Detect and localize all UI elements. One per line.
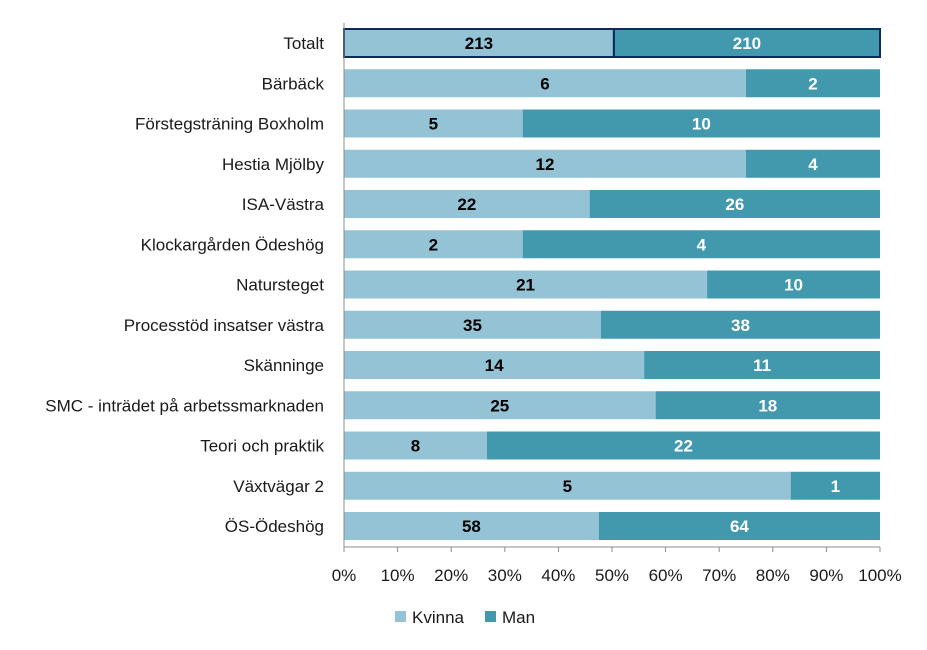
legend-swatch: [485, 611, 496, 622]
bar-segment-man: [589, 190, 880, 218]
x-tick-label: 100%: [858, 566, 901, 585]
data-label-kvinna: 213: [465, 34, 493, 53]
data-label-man: 26: [725, 195, 744, 214]
category-label: ISA-Västra: [242, 195, 325, 214]
data-label-kvinna: 14: [485, 356, 504, 375]
x-tick-label: 90%: [809, 566, 843, 585]
data-label-kvinna: 6: [540, 74, 549, 93]
category-label: Hestia Mjölby: [222, 155, 325, 174]
bar-segment-man: [486, 431, 880, 460]
legend-item-man: Man: [485, 608, 535, 627]
data-label-kvinna: 12: [536, 155, 555, 174]
data-label-man: 38: [731, 316, 750, 335]
data-label-man: 2: [808, 74, 817, 93]
x-tick-label: 40%: [541, 566, 575, 585]
bar-segment-man: [644, 351, 880, 379]
data-label-man: 10: [692, 115, 711, 134]
legend-label: Kvinna: [412, 608, 465, 627]
x-tick-label: 10%: [381, 566, 415, 585]
data-label-kvinna: 22: [457, 195, 476, 214]
category-labels: Totalt Bärbäck Förstegsträning Boxholm Hest…: [45, 34, 324, 536]
data-label-kvinna: 35: [463, 316, 482, 335]
bar-segment-kvinna: [344, 391, 656, 420]
bar-segment-kvinna: [344, 431, 487, 460]
bar-segment-kvinna: [344, 230, 523, 259]
category-label: Teori och praktik: [200, 437, 324, 456]
bar-segment-kvinna: [344, 109, 523, 138]
data-label-man: 22: [674, 437, 693, 456]
legend: Kvinna Man: [395, 608, 535, 627]
legend-label: Man: [502, 608, 535, 627]
category-label: Förstegsträning Boxholm: [135, 115, 324, 134]
data-label-kvinna: 25: [490, 396, 509, 415]
legend-swatch: [395, 611, 406, 622]
bar-segment-man: [746, 69, 880, 98]
category-label: Processtöd insatser västra: [124, 316, 325, 335]
data-label-man: 210: [733, 34, 761, 53]
x-tick-label: 80%: [756, 566, 790, 585]
bar-segment-kvinna: [344, 351, 645, 379]
category-label: SMC - inträdet på arbetssmarknaden: [45, 396, 324, 415]
data-label-man: 64: [730, 517, 749, 536]
data-label-kvinna: 21: [516, 276, 535, 295]
bar-segment-man: [522, 109, 880, 138]
x-tick-label: 20%: [434, 566, 468, 585]
x-tick-label: 60%: [649, 566, 683, 585]
data-label-man: 10: [784, 276, 803, 295]
category-label: ÖS-Ödeshög: [225, 517, 324, 536]
category-label: Natursteget: [236, 276, 324, 295]
data-label-man: 4: [808, 155, 818, 174]
bar-segment-man: [746, 149, 880, 178]
category-label: Klockargården Ödeshög: [141, 235, 324, 254]
bar-segment-man: [612, 28, 881, 58]
x-tick-label: 70%: [702, 566, 736, 585]
data-label-man: 11: [753, 356, 771, 375]
bar-segment-kvinna: [344, 149, 746, 178]
bar-segment-kvinna: [344, 512, 599, 540]
bar-segment-kvinna: [344, 190, 590, 218]
bar-segment-man: [790, 471, 880, 500]
x-axis: 0% 10% 20% 30% 40% 50% 60% 70% 80% 90% 100%: [332, 23, 902, 585]
x-tick-label: 0%: [332, 566, 357, 585]
bar-segment-kvinna: [344, 69, 746, 98]
category-label: Totalt: [283, 34, 324, 53]
data-label-kvinna: 5: [429, 115, 438, 134]
bar-segment-man: [655, 391, 880, 420]
x-tick-label: 50%: [595, 566, 629, 585]
category-label: Bärbäck: [262, 74, 325, 93]
category-label: Skänninge: [244, 356, 324, 375]
data-label-kvinna: 58: [462, 517, 481, 536]
bar-segment-kvinna: [344, 310, 601, 339]
data-label-kvinna: 8: [411, 437, 420, 456]
category-label: Växtvägar 2: [233, 477, 324, 496]
bar-segment-kvinna: [344, 270, 708, 299]
legend-item-kvinna: Kvinna: [395, 608, 465, 627]
bar-segment-man: [598, 512, 880, 540]
bar-segment-kvinna: [344, 471, 791, 500]
data-label-man: 4: [697, 235, 707, 254]
data-label-man: 1: [831, 477, 840, 496]
bar-segment-man: [600, 310, 880, 339]
x-tick-label: 30%: [488, 566, 522, 585]
bar-segment-man: [522, 230, 880, 259]
data-label-kvinna: 2: [429, 235, 438, 254]
data-label-kvinna: 5: [563, 477, 572, 496]
bar-segment-man: [707, 270, 880, 299]
data-label-man: 18: [758, 396, 777, 415]
